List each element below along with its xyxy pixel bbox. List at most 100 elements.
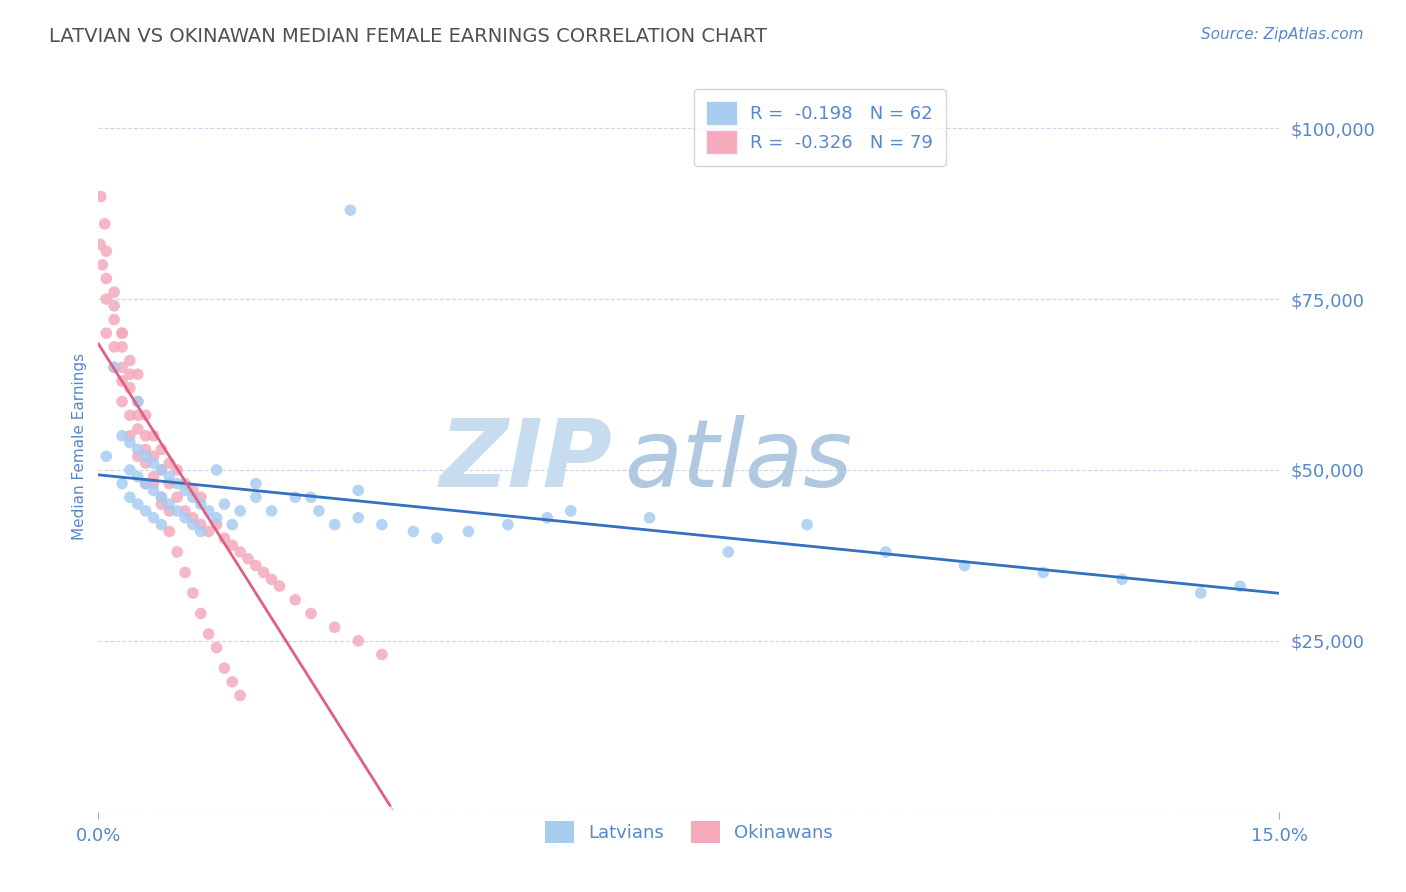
- Point: [103, 299, 125, 313]
- Point: [190, 607, 212, 621]
- Point: [190, 497, 212, 511]
- Point: [127, 449, 149, 463]
- Point: [150, 442, 173, 457]
- Point: [214, 497, 236, 511]
- Point: [135, 476, 157, 491]
- Point: [1189, 586, 1212, 600]
- Point: [181, 517, 204, 532]
- Point: [214, 661, 236, 675]
- Point: [142, 449, 165, 463]
- Point: [166, 504, 188, 518]
- Point: [496, 517, 519, 532]
- Text: Source: ZipAtlas.com: Source: ZipAtlas.com: [1201, 27, 1364, 42]
- Point: [638, 510, 661, 524]
- Point: [127, 442, 149, 457]
- Point: [142, 476, 165, 491]
- Point: [127, 394, 149, 409]
- Point: [111, 326, 134, 341]
- Point: [347, 483, 370, 498]
- Point: [96, 244, 118, 259]
- Point: [111, 476, 134, 491]
- Point: [142, 429, 165, 443]
- Point: [103, 360, 125, 375]
- Point: [269, 579, 291, 593]
- Point: [347, 633, 370, 648]
- Point: [214, 531, 236, 545]
- Point: [174, 483, 197, 498]
- Point: [150, 497, 173, 511]
- Point: [142, 456, 165, 470]
- Point: [111, 360, 134, 375]
- Point: [89, 237, 111, 252]
- Point: [166, 463, 188, 477]
- Point: [118, 353, 141, 368]
- Point: [127, 409, 149, 423]
- Point: [1032, 566, 1054, 580]
- Point: [103, 285, 125, 300]
- Point: [118, 435, 141, 450]
- Point: [96, 449, 118, 463]
- Point: [245, 558, 267, 573]
- Point: [135, 456, 157, 470]
- Point: [166, 490, 188, 504]
- Point: [127, 368, 149, 382]
- Point: [91, 258, 114, 272]
- Point: [96, 326, 118, 341]
- Point: [135, 504, 157, 518]
- Point: [150, 490, 173, 504]
- Point: [221, 538, 243, 552]
- Point: [118, 463, 141, 477]
- Point: [135, 442, 157, 457]
- Point: [221, 517, 243, 532]
- Point: [157, 524, 180, 539]
- Point: [197, 524, 219, 539]
- Point: [111, 326, 134, 341]
- Point: [118, 368, 141, 382]
- Point: [157, 469, 180, 483]
- Point: [150, 463, 173, 477]
- Point: [135, 429, 157, 443]
- Point: [135, 409, 157, 423]
- Point: [127, 394, 149, 409]
- Point: [93, 217, 115, 231]
- Point: [260, 572, 283, 586]
- Point: [339, 203, 361, 218]
- Point: [371, 517, 394, 532]
- Point: [1111, 572, 1133, 586]
- Point: [157, 456, 180, 470]
- Text: ZIP: ZIP: [439, 415, 612, 507]
- Point: [875, 545, 897, 559]
- Point: [157, 504, 180, 518]
- Point: [1229, 579, 1251, 593]
- Point: [181, 586, 204, 600]
- Point: [174, 510, 197, 524]
- Point: [229, 689, 252, 703]
- Point: [190, 517, 212, 532]
- Point: [103, 360, 125, 375]
- Point: [457, 524, 479, 539]
- Point: [157, 497, 180, 511]
- Point: [118, 490, 141, 504]
- Point: [236, 551, 259, 566]
- Point: [536, 510, 558, 524]
- Point: [111, 394, 134, 409]
- Point: [796, 517, 818, 532]
- Y-axis label: Median Female Earnings: Median Female Earnings: [72, 352, 87, 540]
- Point: [135, 476, 157, 491]
- Point: [157, 476, 180, 491]
- Point: [174, 504, 197, 518]
- Point: [174, 566, 197, 580]
- Point: [308, 504, 330, 518]
- Point: [127, 497, 149, 511]
- Point: [197, 504, 219, 518]
- Legend: Latvians, Okinawans: Latvians, Okinawans: [537, 814, 841, 850]
- Point: [150, 490, 173, 504]
- Point: [96, 271, 118, 285]
- Point: [205, 463, 228, 477]
- Point: [142, 510, 165, 524]
- Point: [142, 469, 165, 483]
- Point: [181, 483, 204, 498]
- Point: [118, 381, 141, 395]
- Point: [205, 517, 228, 532]
- Text: LATVIAN VS OKINAWAN MEDIAN FEMALE EARNINGS CORRELATION CHART: LATVIAN VS OKINAWAN MEDIAN FEMALE EARNIN…: [49, 27, 768, 45]
